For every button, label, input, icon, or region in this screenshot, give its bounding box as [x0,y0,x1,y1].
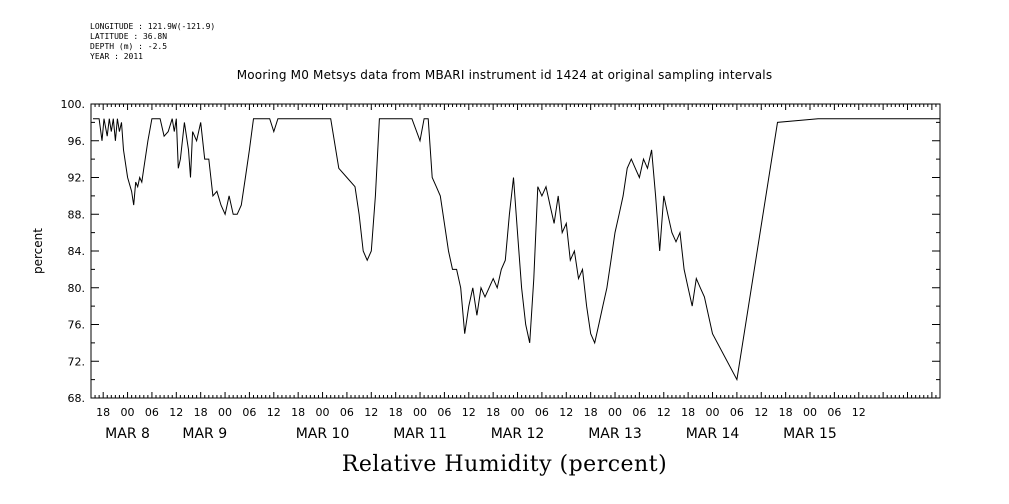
y-tick-label: 72. [68,355,86,368]
hour-tick-label: 18 [486,406,500,419]
hour-tick-label: 12 [462,406,476,419]
hour-tick-label: 12 [169,406,183,419]
hour-tick-label: 18 [96,406,110,419]
chart-title: Mooring M0 Metsys data from MBARI instru… [236,68,773,82]
depth-text: DEPTH (m) : -2.5 [90,42,168,51]
hour-tick-label: 06 [340,406,354,419]
hour-tick-label: 12 [267,406,281,419]
hour-tick-label: 12 [364,406,378,419]
date-label: MAR 12 [491,426,545,442]
y-tick-label: 96. [68,135,86,148]
metadata-block: LONGITUDE : 121.9W(-121.9) LATITUDE : 36… [90,22,215,62]
hour-tick-label: 18 [291,406,305,419]
hour-tick-label: 06 [535,406,549,419]
hour-tick-label: 12 [657,406,671,419]
hour-tick-label: 00 [121,406,135,419]
date-label: MAR 9 [182,426,227,442]
y-tick-label: 88. [68,208,86,221]
hour-tick-label: 12 [852,406,866,419]
humidity-series-line [93,118,940,382]
hour-tick-label: 00 [803,406,817,419]
y-tick-label: 80. [68,282,86,295]
longitude-text: LONGITUDE : 121.9W(-121.9) [90,22,216,31]
hour-tick-label: 00 [706,406,720,419]
date-label: MAR 8 [105,426,150,442]
hour-tick-label: 18 [584,406,598,419]
hour-tick-label: 00 [316,406,330,419]
hour-tick-label: 06 [437,406,451,419]
y-tick-label: 100. [61,98,86,111]
hour-tick-label: 00 [608,406,622,419]
hour-tick-label: 18 [779,406,793,419]
hour-tick-label: 06 [730,406,744,419]
date-label: MAR 11 [393,426,447,442]
date-label: MAR 10 [296,426,350,442]
year-text: YEAR : 2011 [90,52,143,61]
hour-tick-label: 00 [218,406,232,419]
hour-tick-label: 06 [145,406,159,419]
hour-tick-label: 18 [681,406,695,419]
y-tick-label: 92. [68,172,86,185]
latitude-text: LATITUDE : 36.8N [90,32,168,41]
plot-frame [90,103,941,399]
hour-tick-label: 06 [242,406,256,419]
hour-tick-label: 18 [389,406,403,419]
hour-tick-label: 12 [559,406,573,419]
date-label: MAR 15 [783,426,837,442]
x-axis-title: Relative Humidity (percent) [341,452,668,477]
hour-tick-label: 06 [827,406,841,419]
hour-tick-label: 12 [754,406,768,419]
date-label: MAR 14 [686,426,740,442]
y-axis-label: percent [31,228,45,274]
hour-tick-label: 00 [413,406,427,419]
y-tick-label: 76. [68,319,86,332]
hour-tick-label: 00 [511,406,525,419]
hour-tick-label: 18 [194,406,208,419]
y-tick-label: 68. [68,392,86,405]
date-label: MAR 13 [588,426,642,442]
y-tick-label: 84. [68,245,86,258]
hour-tick-label: 06 [632,406,646,419]
